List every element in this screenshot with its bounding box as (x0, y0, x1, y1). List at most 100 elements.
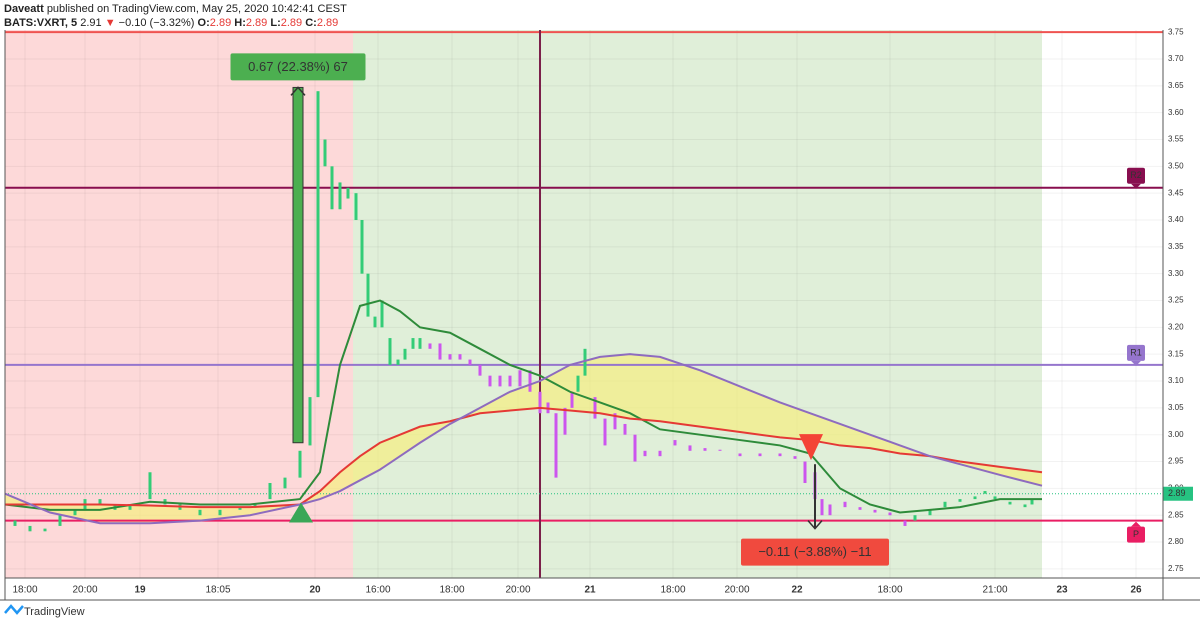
y-tick-label: 3.50 (1168, 161, 1184, 170)
candle-body (538, 391, 542, 414)
candle-body (1030, 499, 1034, 505)
candle-body (411, 338, 415, 349)
x-tick-label: 23 (1056, 585, 1068, 596)
y-tick-label: 3.55 (1168, 135, 1184, 144)
candle-body (828, 504, 832, 516)
candle-body (308, 397, 312, 446)
publish-line: Daveatt published on TradingView.com, Ma… (4, 2, 347, 16)
candle-body (673, 440, 677, 446)
candle-body (983, 491, 987, 494)
candle-body (366, 273, 370, 317)
candle-body (633, 434, 637, 462)
logo (4, 604, 24, 615)
candle-body (593, 397, 597, 419)
last-price-box (1163, 486, 1193, 501)
y-tick-label: 3.60 (1168, 108, 1184, 117)
x-tick-label: 18:00 (660, 585, 685, 596)
y-tick-label: 2.95 (1168, 457, 1184, 466)
c-label: C: (305, 17, 317, 29)
candle-body (576, 375, 580, 392)
x-tick-label: 19 (134, 585, 146, 596)
l-label: L: (270, 17, 281, 29)
brand[interactable]: TradingView (24, 606, 85, 618)
candle-body (418, 338, 422, 349)
y-tick-label: 3.70 (1168, 54, 1184, 63)
candle-body (888, 512, 892, 516)
candle-body (448, 354, 452, 360)
y-tick-label: 3.40 (1168, 215, 1184, 224)
x-tick-label: 18:00 (877, 585, 902, 596)
level-pointer (1131, 183, 1141, 189)
x-tick-label: 22 (791, 585, 803, 596)
candle-body (778, 453, 782, 457)
c: 2.89 (316, 17, 339, 29)
level-label: R1 (1130, 347, 1142, 357)
measure-box (230, 53, 366, 81)
candle-body (508, 375, 512, 387)
candle-body (658, 450, 662, 457)
candle-body (396, 359, 400, 365)
last-price-label: 2.89 (1168, 488, 1186, 498)
candle-body (323, 139, 327, 167)
candle-body (623, 423, 627, 435)
moving-average (4, 299, 1042, 514)
o: 2.89 (209, 17, 232, 29)
x-tick-label: 16:00 (365, 585, 390, 596)
signal (799, 434, 823, 461)
candle-body (643, 450, 647, 457)
candle-body (873, 509, 877, 513)
level-pointer (1131, 360, 1141, 366)
candle-body (843, 501, 847, 508)
candle-body (58, 515, 62, 526)
candle-body (688, 445, 692, 451)
measure-arrow (807, 520, 823, 530)
measure-label: 0.67 (22.38%) 67 (248, 59, 348, 74)
change: −0.10 (−3.32%) (118, 17, 195, 29)
zone (353, 30, 1042, 578)
candle-body (488, 375, 492, 387)
o-label: O: (197, 17, 210, 29)
moving-average (5, 406, 1043, 509)
moving-average (4, 353, 1043, 525)
measure-bar (292, 86, 304, 444)
candle-body (403, 348, 407, 360)
candle-body (518, 370, 522, 387)
candle-body (354, 193, 358, 221)
y-tick-label: 3.00 (1168, 430, 1184, 439)
y-tick-label: 3.10 (1168, 376, 1184, 385)
candle-body (468, 359, 472, 365)
candle-body (803, 461, 807, 483)
plot: R2 R1 P (4, 30, 1163, 578)
candle-body (253, 504, 257, 508)
x-tick-label: 18:00 (12, 585, 37, 596)
level-label: P (1133, 529, 1139, 539)
x-tick-label: 18:00 (439, 585, 464, 596)
arrow: ▼ (104, 17, 116, 29)
y-tick-label: 3.75 (1168, 27, 1184, 36)
candle-body (913, 515, 917, 521)
h-label: H: (234, 17, 246, 29)
published: published on TradingView.com, May 25, 20… (46, 3, 347, 15)
symbol-line: BATS:VXRT, 5 2.91 ▼ −0.10 (−3.32%) O:2.8… (4, 16, 347, 30)
y-tick-label: 3.25 (1168, 296, 1184, 305)
y-tick-label: 2.80 (1168, 537, 1184, 546)
candle-body (218, 509, 222, 516)
measure-label: −0.11 (−3.88%) −11 (758, 544, 871, 559)
y-tick-label: 3.05 (1168, 403, 1184, 412)
y-tick-label: 3.30 (1168, 269, 1184, 278)
candle-body (973, 496, 977, 500)
candle-body (13, 520, 17, 526)
x-tick-label: 26 (1130, 585, 1142, 596)
candle-body (718, 449, 722, 451)
price: 2.91 (80, 17, 102, 29)
candle-body (330, 166, 334, 210)
x-tick-label: 21 (584, 585, 596, 596)
x-tick-label: 21:00 (982, 585, 1007, 596)
candle-body (238, 507, 242, 510)
candle-body (283, 477, 287, 489)
candle-body (1023, 504, 1027, 508)
candle-body (428, 343, 432, 349)
author[interactable]: Daveatt (4, 3, 44, 15)
candle-body (903, 520, 907, 526)
candle-body (703, 448, 707, 451)
